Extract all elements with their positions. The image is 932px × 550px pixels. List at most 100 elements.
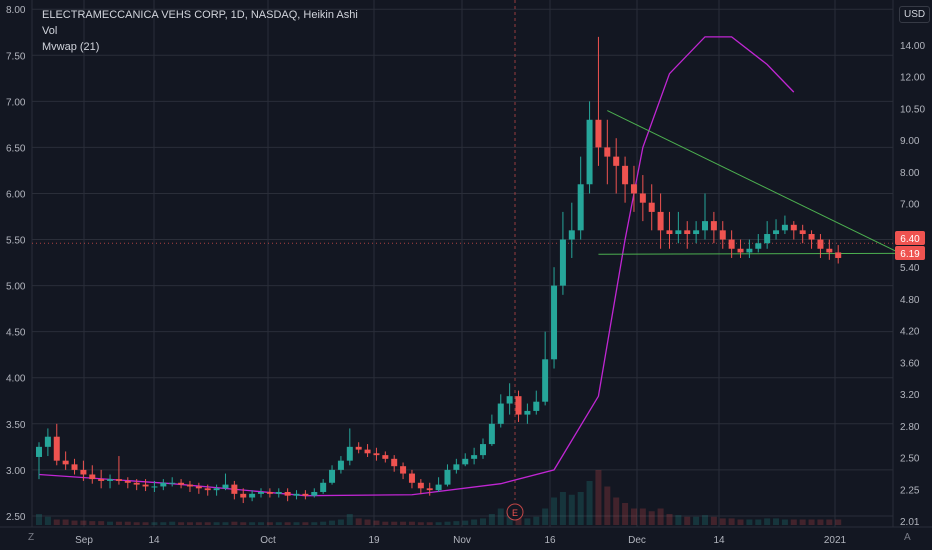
left-axis-tick: 4.50 xyxy=(6,328,26,339)
candle-body xyxy=(44,436,51,447)
candle-body xyxy=(36,446,42,457)
volume-bar xyxy=(799,519,806,525)
candle-body xyxy=(400,466,407,474)
candle-body xyxy=(444,469,451,485)
candle-body xyxy=(302,493,309,496)
volume-bar xyxy=(142,522,149,525)
candle-body xyxy=(497,403,504,424)
candle-body xyxy=(151,486,158,488)
volume-bar xyxy=(391,521,398,525)
candle-body xyxy=(568,230,575,240)
volume-bar xyxy=(151,522,158,525)
volume-bar xyxy=(462,520,469,525)
candle-body xyxy=(337,460,344,470)
x-axis-tick: 19 xyxy=(368,535,380,546)
volume-bar xyxy=(630,508,637,525)
right-axis-tick: 4.80 xyxy=(900,295,920,306)
volume-bar xyxy=(622,503,629,525)
volume-bar xyxy=(364,519,371,525)
volume-bar xyxy=(98,521,105,525)
candle-body xyxy=(471,455,478,459)
volume-bar xyxy=(115,521,122,525)
candle-body xyxy=(71,464,78,470)
right-axis-tick: 4.20 xyxy=(900,327,920,338)
right-axis-tick: 2.25 xyxy=(900,485,920,496)
volume-bar xyxy=(453,521,460,525)
candle-body xyxy=(98,479,105,481)
candle-body xyxy=(728,239,735,249)
candle-body xyxy=(320,482,327,492)
x-axis-tick: Nov xyxy=(453,535,471,546)
volume-bar xyxy=(808,519,815,525)
x-axis-tick: Sep xyxy=(75,535,93,546)
candle-body xyxy=(817,239,824,249)
left-axis-tick: 7.50 xyxy=(6,51,26,62)
x-axis-tick: Dec xyxy=(628,535,646,546)
left-axis-tick: 5.00 xyxy=(6,282,26,293)
volume-bar xyxy=(258,522,264,525)
candle-body xyxy=(53,436,60,461)
candle-body xyxy=(266,491,273,494)
right-axis-tick: 14.00 xyxy=(900,41,925,52)
auto-scale-toggle[interactable]: A xyxy=(904,532,911,543)
candle-body xyxy=(382,455,389,459)
candle-body xyxy=(773,230,780,235)
volume-bar xyxy=(746,519,753,525)
volume-bar xyxy=(755,519,762,525)
volume-bar xyxy=(604,486,611,525)
volume-bar xyxy=(684,516,691,525)
left-axis-tick: 5.50 xyxy=(6,236,26,247)
candle-body xyxy=(124,480,131,483)
candle-body xyxy=(746,248,753,253)
volume-bar xyxy=(826,519,833,525)
currency-label[interactable]: USD xyxy=(899,6,931,23)
candle-body xyxy=(551,285,558,360)
left-axis-tick: 6.50 xyxy=(6,143,26,154)
last-price-badge xyxy=(895,231,925,245)
volume-bar xyxy=(444,521,451,525)
left-axis-tick: 8.00 xyxy=(6,5,26,16)
volume-bar xyxy=(559,492,566,525)
volume-bar xyxy=(817,519,824,525)
volume-bar xyxy=(266,522,273,525)
candle-body xyxy=(391,458,398,467)
candle-body xyxy=(835,252,842,258)
candle-body xyxy=(258,491,264,494)
candle-body xyxy=(737,248,744,253)
zoom-toggle[interactable]: Z xyxy=(28,532,35,543)
x-axis-tick: 2021 xyxy=(824,535,847,546)
prev-price-badge xyxy=(895,246,925,260)
candle-body xyxy=(657,211,664,231)
candle-body xyxy=(195,486,202,489)
candle-body xyxy=(160,482,167,487)
volume-bar xyxy=(533,516,540,525)
volume-bar xyxy=(400,521,407,525)
candle-body xyxy=(515,396,522,415)
candle-body xyxy=(613,156,620,166)
volume-bar xyxy=(195,522,202,525)
right-axis-tick: 5.40 xyxy=(900,263,920,274)
candle-body xyxy=(231,484,238,494)
volume-bar xyxy=(480,518,486,525)
candle-body xyxy=(622,165,629,185)
candle-body xyxy=(524,410,531,415)
candle-body xyxy=(666,230,673,235)
candle-body xyxy=(781,224,788,231)
right-axis-tick: 3.20 xyxy=(900,390,920,401)
volume-bar xyxy=(249,522,256,525)
candle-body xyxy=(675,230,682,235)
candle-body xyxy=(89,474,96,480)
volume-bar xyxy=(89,521,96,525)
volume-bar xyxy=(53,519,60,525)
volume-bar xyxy=(382,521,389,525)
candle-body xyxy=(115,479,122,481)
volume-bar xyxy=(107,521,114,525)
candle-body xyxy=(80,469,87,475)
candle-body xyxy=(542,359,549,402)
volume-bar xyxy=(728,518,735,525)
volume-bar xyxy=(790,519,797,525)
volume-bar xyxy=(329,520,336,525)
earnings-marker-label: E xyxy=(512,508,518,518)
candle-body xyxy=(799,230,806,235)
